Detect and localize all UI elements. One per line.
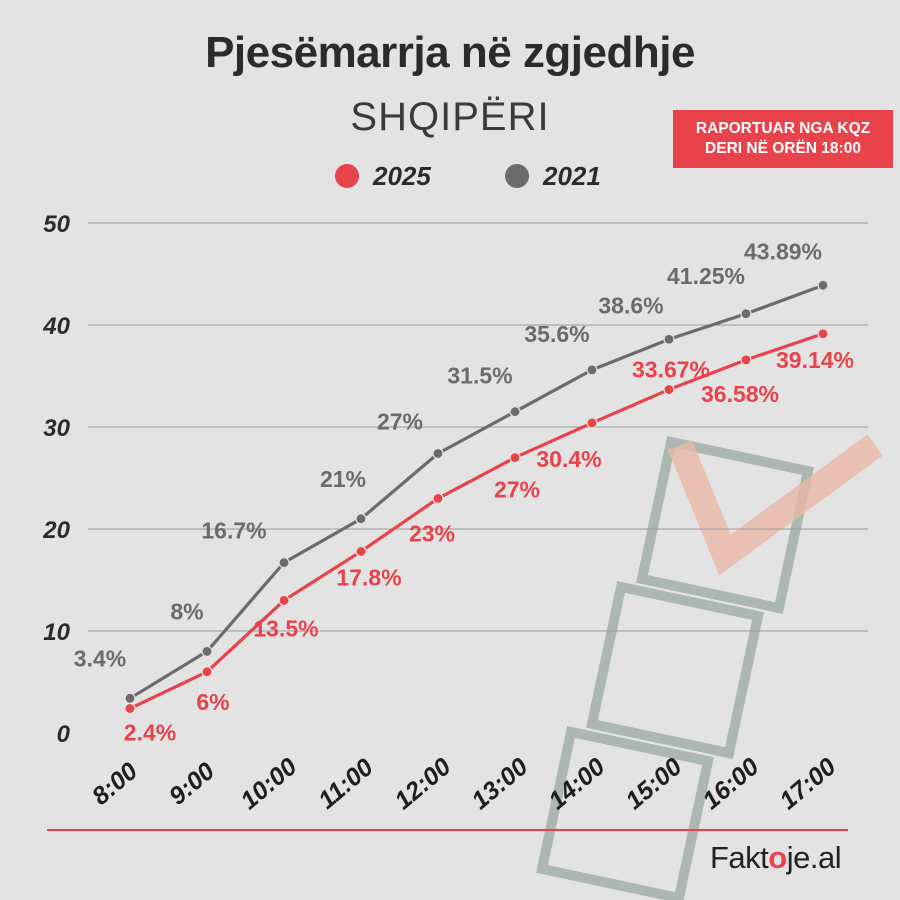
data-label-2021: 38.6% — [598, 292, 663, 318]
data-label-2021: 16.7% — [201, 518, 266, 544]
data-label-2021: 3.4% — [74, 645, 126, 671]
legend-item-2025: 2025 — [335, 160, 431, 192]
series-line-2021 — [129, 283, 824, 700]
ballot-box-top — [636, 436, 814, 614]
data-label-2025: 39.14% — [776, 347, 854, 373]
badge-line-2: DERI NË ORËN 18:00 — [705, 140, 861, 157]
data-label-2021: 31.5% — [447, 363, 512, 389]
data-label-2025: 30.4% — [536, 446, 601, 472]
y-tick-label: 20 — [42, 517, 70, 544]
data-label-2025: 23% — [409, 520, 455, 546]
data-label-2025: 33.67% — [632, 357, 710, 383]
data-point-2025 — [278, 594, 290, 607]
data-point-2025 — [509, 452, 521, 464]
data-label-2025: 27% — [494, 477, 540, 503]
data-point-2021 — [509, 406, 521, 418]
x-tick-label: 15:00 — [620, 753, 687, 816]
data-point-2025 — [201, 666, 213, 678]
brand-text-end: je.al — [786, 840, 842, 875]
data-point-2021 — [201, 645, 213, 658]
data-point-2025 — [817, 328, 829, 340]
data-point-2021 — [278, 557, 290, 569]
x-tick-label: 13:00 — [466, 753, 533, 816]
data-point-2025 — [663, 383, 675, 396]
x-tick-label: 17:00 — [774, 753, 841, 816]
y-tick-label: 40 — [42, 313, 70, 340]
data-point-2025 — [124, 702, 136, 715]
data-label-2025: 6% — [196, 689, 229, 715]
ballot-box-bottom — [536, 726, 714, 900]
series-lines — [129, 283, 824, 710]
data-labels: 3.4% 8% 16.7% 21% 27% 31.5% 35.6% 38.6%41.25%43… — [74, 238, 854, 745]
page-title: Pjesëmarrja në zgjedhje — [205, 28, 695, 77]
legend-dot-2025 — [335, 164, 359, 188]
page-subtitle: SHQIPËRI — [350, 95, 550, 139]
data-label-2021: 35.6% — [524, 321, 589, 347]
check-mark-icon — [667, 434, 883, 576]
data-label-2021: 8% — [170, 598, 203, 624]
data-point-2025 — [740, 354, 752, 366]
x-tick-label: 9:00 — [164, 757, 220, 811]
x-tick-label: 8:00 — [87, 757, 143, 811]
x-tick-label: 12:00 — [389, 753, 456, 816]
data-point-2021 — [586, 364, 598, 376]
data-point-2021 — [740, 308, 752, 320]
brand-text-start: Fakt — [710, 840, 769, 875]
data-point-2021 — [663, 333, 675, 345]
legend-dot-2021 — [505, 164, 529, 188]
data-label-2021: 43.89% — [744, 238, 822, 264]
badge-line-1: RAPORTUAR NGA KQZ — [695, 120, 871, 137]
gridlines — [88, 222, 868, 632]
brand-accent: o — [768, 840, 787, 875]
data-point-2025 — [355, 545, 367, 558]
x-tick-label: 14:00 — [543, 753, 610, 816]
data-label-2025: 2.4% — [124, 720, 176, 746]
y-tick-label: 10 — [43, 619, 70, 646]
data-point-2021 — [124, 692, 136, 704]
data-label-2025: 36.58% — [701, 381, 779, 407]
source-badge: RAPORTUAR NGA KQZ DERI NË ORËN 18:00 — [673, 110, 893, 168]
y-tick-label: 30 — [43, 415, 70, 442]
x-tick-label: 11:00 — [313, 753, 379, 814]
data-label-2021: 21% — [320, 466, 366, 492]
ballot-box-middle — [586, 581, 764, 759]
data-label-2021: 41.25% — [667, 263, 745, 289]
y-tick-label: 0 — [57, 721, 71, 748]
series-points — [124, 279, 829, 715]
y-axis-ticks: 0 10 20 30 40 50 — [42, 211, 70, 748]
data-point-2025 — [586, 417, 598, 429]
data-point-2025 — [432, 492, 444, 504]
x-tick-label: 10:00 — [235, 753, 302, 816]
brand-logo: Faktoje.al — [710, 840, 842, 876]
x-axis-ticks: 8:00 9:00 10:00 11:00 12:00 13:00 14:00 15:00 16… — [87, 753, 842, 816]
series-line-2025 — [129, 332, 824, 710]
data-label-2021: 27% — [377, 409, 423, 435]
y-tick-label: 50 — [43, 211, 70, 238]
data-point-2021 — [355, 513, 367, 525]
data-point-2021 — [432, 447, 444, 460]
data-point-2021 — [817, 279, 829, 291]
legend-item-2021: 2021 — [505, 160, 601, 192]
legend-label-2021: 2021 — [543, 160, 601, 191]
data-label-2025: 13.5% — [253, 615, 318, 641]
legend-label-2025: 2025 — [373, 160, 431, 191]
data-label-2025: 17.8% — [336, 564, 401, 590]
